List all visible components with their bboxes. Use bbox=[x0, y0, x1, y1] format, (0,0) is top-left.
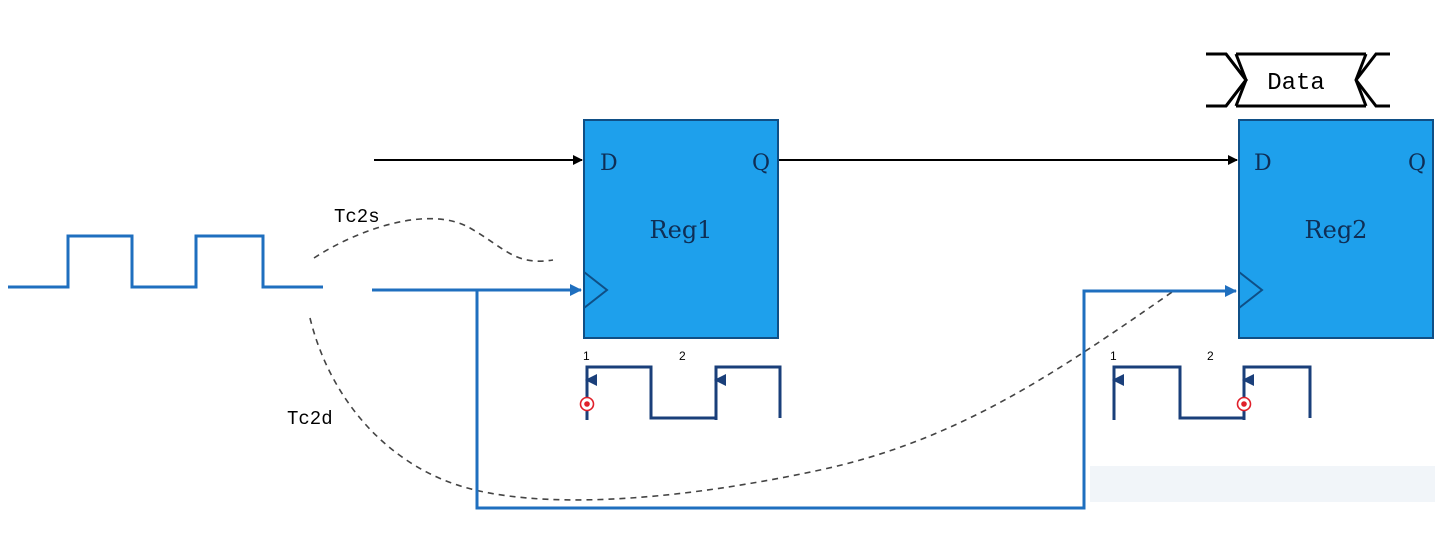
register-reg2: D Q Reg2 bbox=[1238, 119, 1434, 339]
clock-input-triangle bbox=[583, 271, 609, 309]
reg2-q-label: Q bbox=[1408, 151, 1426, 176]
register-reg1: D Q Reg1 bbox=[583, 119, 779, 339]
delay-path-to-source bbox=[313, 217, 554, 262]
reg2-name: Reg2 bbox=[1305, 216, 1368, 244]
delay-label-tc2s: Tc2s bbox=[334, 206, 380, 228]
data-bus-symbol: Data bbox=[1206, 52, 1390, 108]
faint-overlay-patch bbox=[1090, 466, 1435, 502]
reg2-d-label: D bbox=[1254, 151, 1272, 176]
reg2-clock-waveform: 1 2 bbox=[1110, 349, 1312, 420]
edge-label-2: 2 bbox=[679, 349, 686, 363]
reg1-name: Reg1 bbox=[650, 216, 713, 244]
clock-source-waveform bbox=[8, 234, 323, 289]
data-bus-label: Data bbox=[1267, 70, 1325, 97]
clock-input-triangle bbox=[1238, 271, 1264, 309]
edge-label-2: 2 bbox=[1207, 349, 1214, 363]
reg1-clock-waveform: 1 2 bbox=[579, 349, 782, 420]
edge-label-1: 1 bbox=[583, 349, 590, 363]
delay-label-tc2d: Tc2d bbox=[287, 408, 333, 430]
edge-label-1: 1 bbox=[1110, 349, 1117, 363]
clock-wire-reg2 bbox=[475, 285, 1237, 510]
reg1-q-label: Q bbox=[752, 151, 770, 176]
reg1-d-label: D bbox=[600, 151, 618, 176]
delay-path-to-dest bbox=[309, 289, 1176, 501]
